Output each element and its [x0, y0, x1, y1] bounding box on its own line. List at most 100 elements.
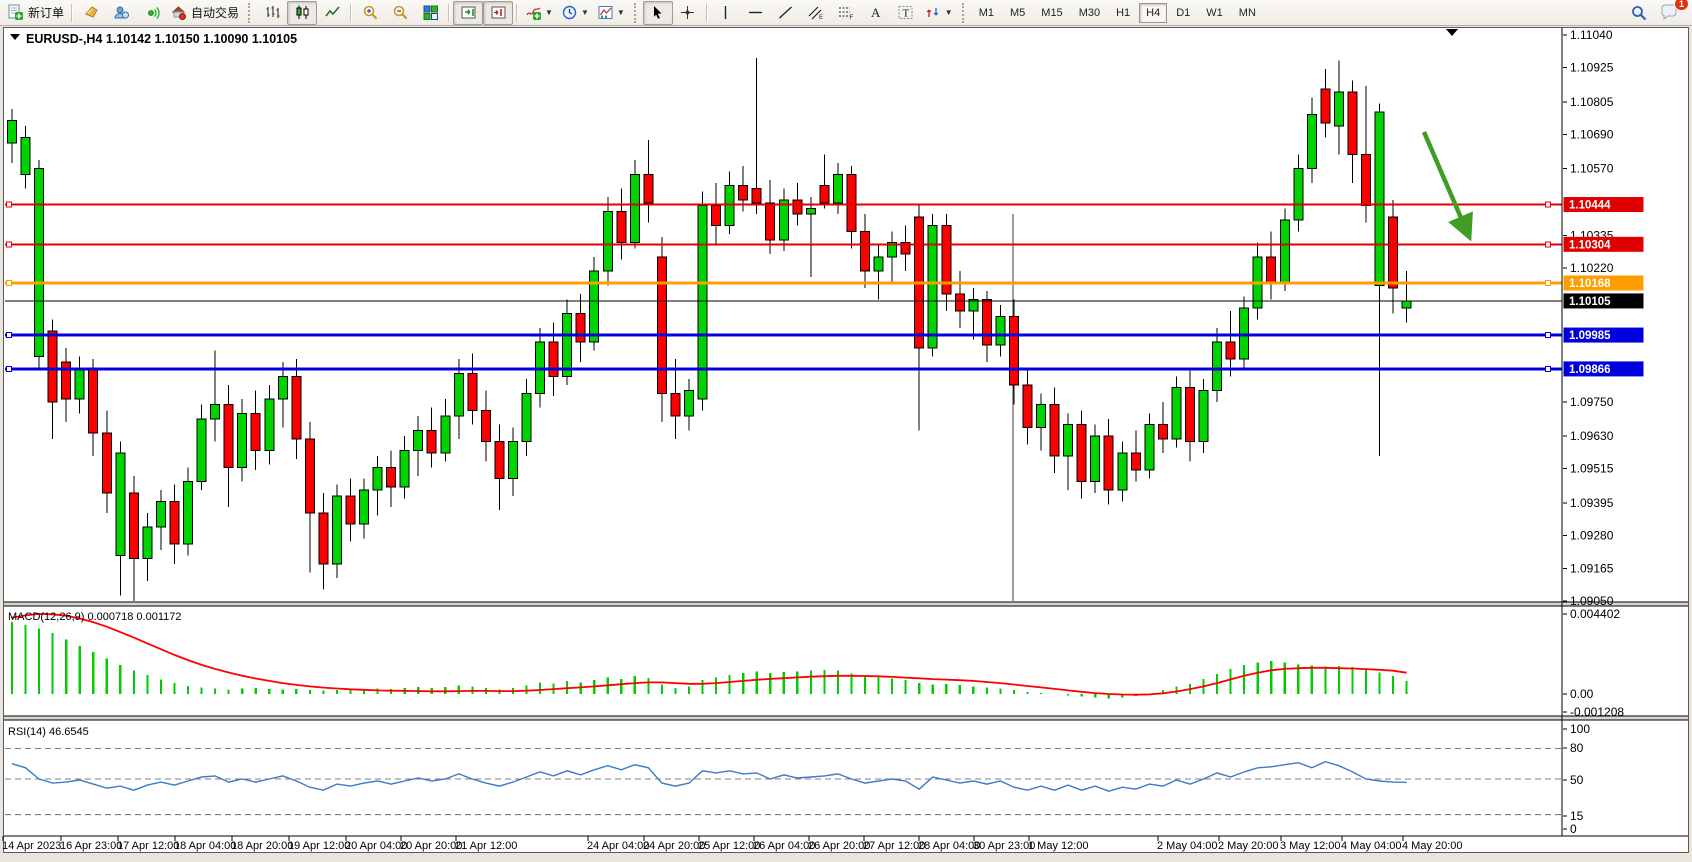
candle-chart-mode-button[interactable]: [287, 0, 318, 25]
candle: [616, 210, 627, 244]
autotrading-label: 自动交易: [191, 6, 240, 20]
chart-shift-button[interactable]: [483, 0, 514, 25]
candle: [765, 202, 776, 241]
fibonacci-tool-button[interactable]: F: [831, 1, 861, 25]
candle: [183, 481, 194, 545]
new-order-button[interactable]: 新订单: [3, 1, 68, 25]
indicators-dropdown-icon[interactable]: ▼: [545, 8, 553, 17]
pane-sash: [4, 602, 1688, 606]
cursor-icon: [649, 4, 666, 21]
candle: [832, 173, 843, 204]
cursor-button[interactable]: [642, 0, 673, 25]
candle: [1361, 153, 1371, 207]
vertical-line-tool-button[interactable]: [711, 1, 741, 25]
templates-icon: [597, 4, 614, 21]
arrows-tool-button[interactable]: ▼: [921, 1, 957, 25]
candle: [453, 372, 464, 417]
candle: [426, 429, 437, 454]
horizontal-line-tool-button[interactable]: [741, 1, 771, 25]
zoom-in-icon: [362, 4, 379, 21]
templates-button[interactable]: ▼: [593, 1, 629, 25]
candle: [629, 173, 640, 244]
timeframe-m30-button[interactable]: M30: [1078, 6, 1101, 19]
label-tool-button[interactable]: T: [891, 1, 921, 25]
svg-text:A: A: [871, 5, 881, 20]
candle: [995, 316, 1006, 346]
zoom-out-button[interactable]: [385, 1, 415, 25]
price-tick-label: 1.09395: [1570, 496, 1614, 510]
candle: [1144, 424, 1155, 471]
candle: [738, 185, 749, 201]
candle: [372, 466, 383, 491]
timeframe-h1-button[interactable]: H1: [1116, 6, 1131, 19]
templates-dropdown-icon[interactable]: ▼: [616, 8, 625, 17]
rsi-label: RSI(14) 46.6545: [8, 726, 89, 738]
search-button[interactable]: [1624, 1, 1654, 25]
bar-chart-mode-button[interactable]: [257, 1, 287, 25]
candle: [88, 367, 99, 434]
date-tick-label: 17 Apr 12:00: [117, 840, 179, 852]
notifications-button[interactable]: 1: [1654, 0, 1689, 25]
periods-button[interactable]: ▼: [557, 1, 593, 25]
candle: [386, 466, 397, 488]
arrows-tool-dropdown-icon[interactable]: ▼: [944, 8, 953, 17]
candle: [887, 242, 898, 258]
auto-scroll-button[interactable]: [453, 0, 484, 25]
rsi-axis-label: 50: [1570, 773, 1584, 787]
zoom-in-button[interactable]: [355, 1, 385, 25]
periods-dropdown-icon[interactable]: ▼: [580, 8, 589, 17]
indicators-button[interactable]: ▼: [521, 1, 557, 25]
timeframe-m15-button[interactable]: M15: [1041, 6, 1063, 19]
metaeditor-button[interactable]: [76, 1, 106, 25]
timeframe-w1-button[interactable]: W1: [1206, 6, 1223, 19]
candle: [562, 313, 573, 377]
candle: [20, 136, 31, 175]
date-tick-label: 4 May 20:00: [1402, 840, 1463, 852]
timeframe-m5-button[interactable]: M5: [1010, 6, 1026, 19]
macd-label: MACD(12,26,9) 0.000718 0.001172: [8, 611, 181, 623]
price-tick-label: 1.10220: [1570, 261, 1614, 275]
candle: [1225, 341, 1236, 360]
price-badge-label: 1.10444: [1569, 200, 1611, 212]
autotrading-button[interactable]: 自动交易: [166, 1, 243, 25]
date-tick-label: 24 Apr 20:00: [643, 840, 705, 852]
crosshair-button[interactable]: [673, 1, 703, 25]
price-badge-label: 1.09866: [1569, 364, 1611, 376]
market-button[interactable]: [106, 1, 136, 25]
chart-canvas[interactable]: EURUSD-,H4 1.10142 1.10150 1.10090 1.101…: [0, 26, 1692, 857]
timeframe-d1-button[interactable]: D1: [1176, 6, 1191, 19]
tile-windows-button[interactable]: [415, 1, 445, 25]
timeframe-h4-button[interactable]: H4: [1139, 2, 1168, 23]
price-badge: [1563, 275, 1644, 291]
trendline-tool-button[interactable]: [771, 1, 801, 25]
date-tick-label: 26 Apr 20:00: [808, 840, 870, 852]
candle: [819, 185, 830, 204]
candle: [1103, 435, 1114, 491]
timeframe-m1-button[interactable]: M1: [978, 6, 994, 19]
candle: [34, 168, 45, 357]
candle: [1347, 91, 1358, 155]
candle: [670, 392, 681, 417]
chart-window[interactable]: EURUSD-,H4 1.10142 1.10150 1.10090 1.101…: [0, 26, 1692, 857]
candle: [1157, 424, 1168, 440]
candle: [751, 188, 762, 204]
candle: [1090, 435, 1101, 483]
price-tick-label: 1.09280: [1570, 529, 1614, 543]
date-tick-label: 18 Apr 04:00: [174, 840, 236, 852]
candles: [7, 57, 1412, 601]
timeframe-mn-button[interactable]: MN: [1238, 6, 1256, 19]
candle: [7, 119, 17, 144]
candle: [684, 390, 694, 417]
candle: [589, 270, 600, 343]
date-tick-label: 25 Apr 12:00: [698, 840, 760, 852]
signals-button[interactable]: [136, 1, 166, 25]
candle: [1306, 114, 1317, 170]
candle: [968, 299, 979, 312]
line-chart-mode-button[interactable]: [317, 1, 347, 25]
equidistant-channel-tool-button[interactable]: E: [801, 1, 831, 25]
candle: [1076, 424, 1087, 483]
candle: [1063, 424, 1074, 457]
text-tool-button[interactable]: A: [861, 1, 891, 25]
price-badge: [1563, 293, 1644, 309]
new-order-icon: [7, 4, 24, 21]
